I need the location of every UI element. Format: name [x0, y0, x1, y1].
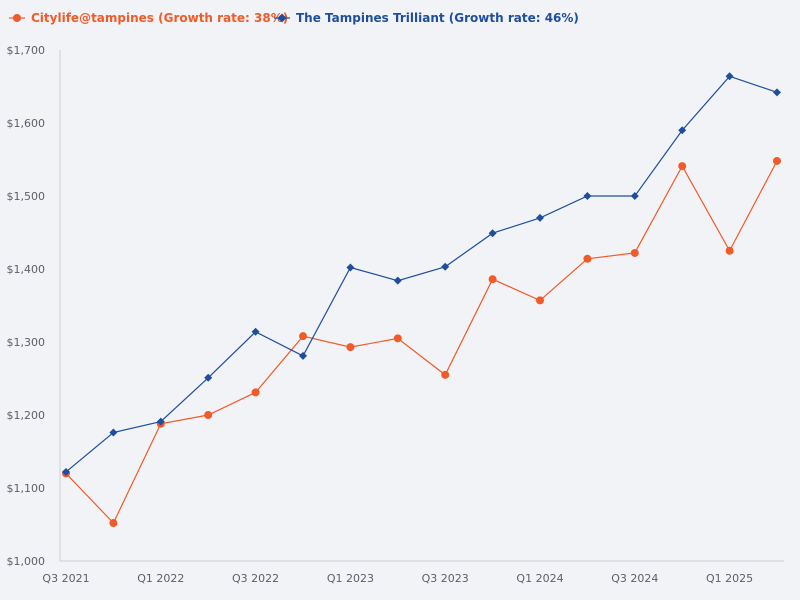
x-tick-label: Q3 2024 — [611, 572, 658, 585]
data-point-trilliant — [62, 467, 70, 476]
y-tick-label: $1,600 — [7, 117, 46, 130]
data-point-citylife — [393, 334, 402, 343]
data-point-trilliant — [630, 192, 639, 200]
legend: Citylife@tampines (Growth rate: 38%) The… — [9, 11, 579, 25]
x-tick-label: Q3 2022 — [232, 572, 279, 585]
data-point-citylife — [204, 411, 213, 419]
x-tick-label: Q1 2022 — [137, 572, 184, 585]
data-point-citylife — [346, 343, 355, 352]
y-tick-label: $1,100 — [7, 482, 46, 495]
data-point-trilliant — [678, 126, 687, 135]
data-point-citylife — [441, 370, 450, 379]
y-tick-label: $1,400 — [7, 263, 46, 276]
data-point-trilliant — [441, 262, 450, 271]
data-point-citylife — [109, 519, 118, 528]
y-tick-label: $1,500 — [7, 190, 46, 203]
axes: $1,000 $1,100 $1,200 $1,300 $1,400 $1,500 $1,6… — [7, 44, 784, 585]
data-point-trilliant — [251, 327, 260, 336]
y-tick-label: $1,700 — [7, 44, 46, 57]
series-layer — [62, 72, 781, 528]
data-point-trilliant — [583, 192, 592, 200]
data-point-trilliant — [488, 229, 497, 238]
data-point-citylife — [678, 162, 687, 171]
x-tick-label: Q1 2024 — [516, 572, 563, 585]
data-point-trilliant — [156, 417, 165, 426]
x-tick-label: Q3 2023 — [422, 572, 469, 585]
data-point-trilliant — [299, 351, 307, 360]
legend-marker-citylife — [13, 14, 21, 22]
y-tick-label: $1,200 — [7, 409, 46, 422]
data-point-trilliant — [536, 213, 544, 222]
data-point-trilliant — [725, 72, 734, 81]
data-point-citylife — [536, 296, 544, 305]
data-point-citylife — [725, 246, 734, 255]
x-tick-label: Q3 2021 — [42, 572, 89, 585]
x-tick-label: Q1 2025 — [706, 572, 753, 585]
legend-label-citylife: Citylife@tampines (Growth rate: 38%) — [31, 11, 288, 25]
data-point-trilliant — [109, 428, 118, 437]
data-point-trilliant — [393, 276, 402, 285]
data-point-citylife — [773, 156, 781, 165]
legend-item-trilliant[interactable]: The Tampines Trilliant (Growth rate: 46%… — [274, 11, 579, 25]
series-line-citylife — [65, 160, 778, 525]
data-point-citylife — [251, 388, 260, 397]
y-tick-label: $1,000 — [7, 555, 46, 568]
data-point-trilliant — [773, 88, 781, 97]
data-point-citylife — [299, 332, 307, 341]
data-point-trilliant — [346, 263, 355, 272]
data-point-citylife — [630, 248, 639, 257]
data-point-citylife — [488, 275, 497, 284]
legend-marker-trilliant — [277, 13, 287, 23]
data-point-trilliant — [204, 373, 213, 382]
legend-label-trilliant: The Tampines Trilliant (Growth rate: 46%… — [296, 11, 579, 25]
x-tick-label: Q1 2023 — [327, 572, 374, 585]
legend-item-citylife[interactable]: Citylife@tampines (Growth rate: 38%) — [9, 11, 288, 25]
data-point-citylife — [583, 254, 592, 263]
series-line-trilliant — [65, 75, 778, 473]
y-tick-label: $1,300 — [7, 336, 46, 349]
